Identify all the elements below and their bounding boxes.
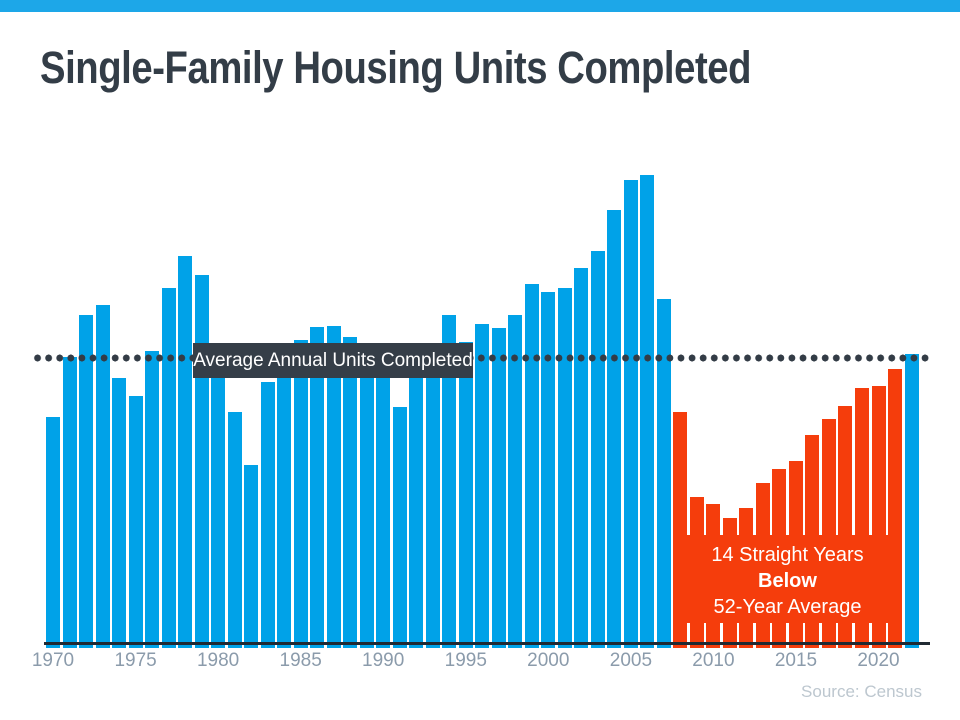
bar-1995 [458, 342, 473, 648]
x-tick-1975: 1975 [114, 650, 157, 671]
x-tick-1995: 1995 [444, 650, 487, 671]
x-tick-2000: 2000 [527, 650, 570, 671]
bar-1998 [508, 315, 523, 648]
bar-1993 [425, 349, 440, 648]
x-axis-line [44, 642, 930, 645]
bar-2002 [574, 268, 589, 648]
x-tick-1990: 1990 [362, 650, 405, 671]
bar-2000 [541, 292, 556, 648]
bar-1973 [95, 304, 110, 648]
bar-1975 [128, 396, 143, 648]
x-tick-2010: 2010 [692, 650, 735, 671]
bar-1990 [376, 370, 391, 648]
below-average-line2: Below [758, 570, 817, 592]
bar-2006 [640, 174, 655, 648]
below-average-annotation: 14 Straight Years Below 52-Year Average [673, 535, 902, 623]
bar-1976 [145, 351, 160, 648]
source-note: Source: Census [801, 682, 922, 701]
x-tick-2020: 2020 [857, 650, 900, 671]
bar-1971 [62, 356, 77, 648]
bar-2004 [607, 209, 622, 648]
bar-1989 [359, 353, 374, 648]
below-average-line3: 52-Year Average [713, 596, 862, 618]
bar-1978 [178, 255, 193, 648]
x-tick-2015: 2015 [774, 650, 818, 671]
average-dotted-line [32, 354, 930, 362]
bar-1970 [46, 417, 60, 648]
bar-1974 [112, 377, 127, 648]
below-average-line1: 14 Straight Years [711, 544, 864, 566]
bar-2022 [904, 353, 919, 648]
bar-1985 [293, 340, 308, 648]
bar-2007 [656, 298, 671, 648]
bar-1982 [244, 465, 259, 648]
bar-1987 [326, 325, 341, 648]
bar-1983 [260, 382, 275, 648]
bar-1979 [194, 275, 209, 648]
bar-1977 [161, 287, 176, 648]
page-title: Single-Family Housing Units Completed [40, 42, 752, 93]
bar-1992 [409, 371, 424, 648]
x-tick-1980: 1980 [196, 650, 240, 671]
bar-1984 [277, 353, 292, 648]
bar-1980 [211, 373, 226, 648]
bar-1999 [524, 284, 539, 648]
bar-2003 [590, 251, 605, 648]
x-tick-2005: 2005 [609, 650, 653, 671]
bar-2001 [557, 288, 572, 648]
bar-1991 [392, 406, 407, 648]
average-line-label: Average Annual Units Completed [193, 343, 473, 378]
bar-2005 [623, 180, 638, 648]
x-tick-1985: 1985 [279, 650, 322, 671]
top-accent-strip [0, 0, 960, 12]
bar-1997 [491, 327, 506, 648]
x-tick-1970: 1970 [31, 650, 75, 671]
bar-1972 [79, 315, 94, 648]
bar-1986 [310, 326, 325, 648]
bar-1996 [475, 324, 490, 648]
bar-1994 [442, 315, 457, 648]
bar-1988 [343, 336, 358, 648]
bar-1981 [227, 412, 242, 648]
